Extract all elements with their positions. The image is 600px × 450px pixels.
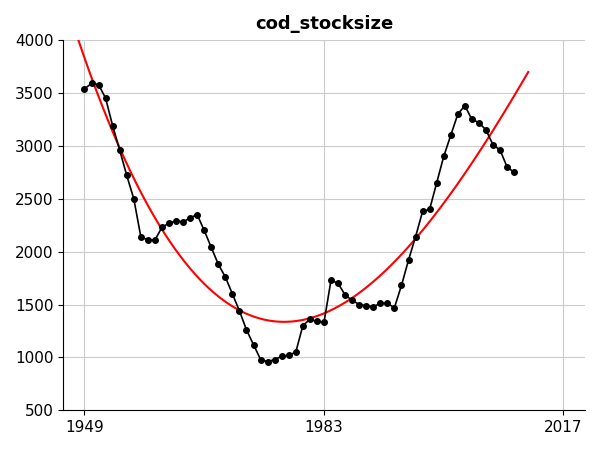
Title: cod_stocksize: cod_stocksize: [255, 15, 393, 33]
